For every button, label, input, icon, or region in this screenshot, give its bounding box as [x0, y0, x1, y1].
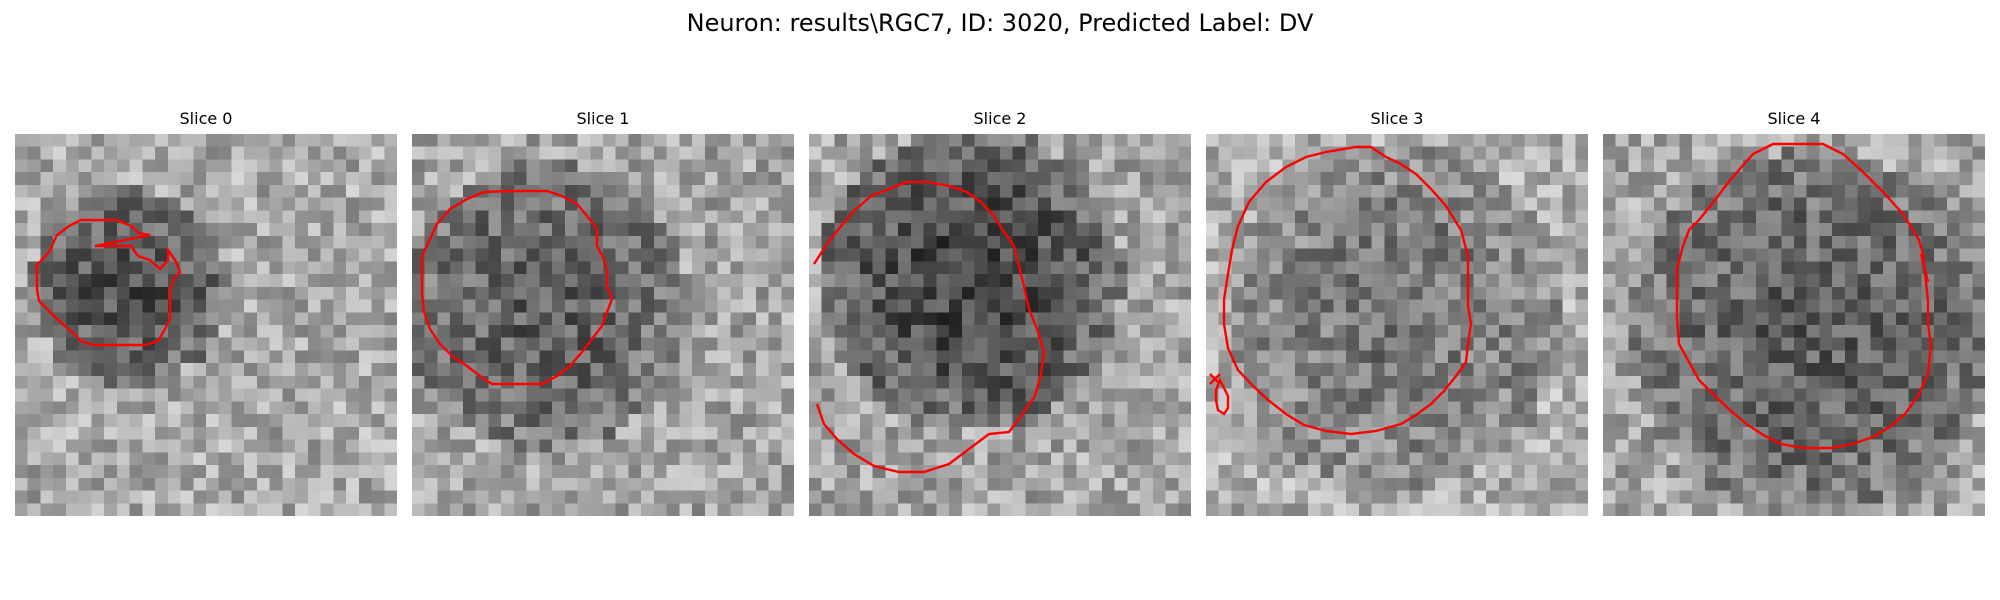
cell-boundary-contour — [812, 180, 1046, 474]
slice-image — [1603, 134, 1985, 516]
cell-boundary-contour — [35, 218, 182, 347]
small-contour — [1214, 377, 1230, 416]
contour-overlay — [812, 180, 1046, 474]
cell-boundary-contour — [420, 189, 614, 386]
contour-overlay — [35, 218, 182, 347]
slice-image — [1206, 134, 1588, 516]
slice-panel-4: Slice 4 — [1603, 108, 1985, 516]
cell-boundary-contour — [1675, 142, 1933, 450]
small-cross-mark — [1209, 373, 1221, 385]
contour-overlay — [1675, 142, 1933, 450]
slice-panel-0: Slice 0 — [15, 108, 397, 516]
slice-panel-1: Slice 1 — [412, 108, 794, 516]
slice-panel-3: Slice 3 — [1206, 108, 1588, 516]
slice-title: Slice 4 — [1767, 109, 1821, 128]
contour-overlay — [420, 189, 614, 386]
figure-title: Neuron: results\RGC7, ID: 3020, Predicte… — [686, 9, 1314, 37]
slice-title: Slice 3 — [1370, 109, 1424, 128]
slice-title: Slice 2 — [973, 109, 1027, 128]
slice-title: Slice 1 — [576, 109, 630, 128]
slice-panel-2: Slice 2 — [809, 108, 1191, 516]
cell-boundary-contour — [1222, 145, 1473, 436]
slice-image — [809, 134, 1191, 516]
slice-image — [15, 134, 397, 516]
contour-overlay — [1209, 145, 1473, 436]
slice-title: Slice 0 — [179, 109, 233, 128]
